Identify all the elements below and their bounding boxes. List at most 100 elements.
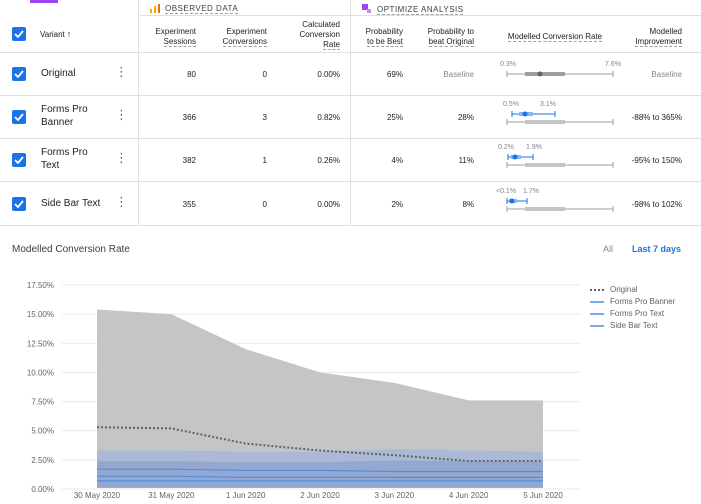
range-last7-button[interactable]: Last 7 days (632, 244, 682, 254)
bar-chart-icon (150, 4, 160, 13)
more-vert-icon[interactable]: ⋮ (115, 194, 128, 209)
check-icon (14, 113, 24, 121)
variant-name: Forms Pro Text (41, 147, 88, 171)
original-confidence-band (97, 309, 543, 487)
check-icon (14, 70, 24, 78)
prob-best-value: 2% (391, 200, 403, 209)
legend-item: Original (590, 285, 675, 294)
optimize-analysis-header: OPTIMIZE ANALYSIS (362, 4, 464, 14)
ci-high-label: 7.6% (605, 61, 621, 68)
check-icon (14, 156, 24, 164)
y-tick-label: 12.50% (27, 339, 54, 348)
row-divider (0, 225, 701, 226)
prob-beat-value: 28% (457, 113, 474, 122)
y-tick-label: 10.00% (27, 368, 54, 377)
row-checkbox[interactable] (12, 153, 26, 167)
optimize-icon (362, 4, 371, 13)
variant-sort-header[interactable]: Variant ↑ (40, 29, 72, 39)
row-checkbox[interactable] (12, 110, 26, 124)
ci-plot (506, 154, 614, 168)
conversions-value: 1 (262, 156, 267, 165)
ci-plot (506, 198, 614, 212)
check-icon (14, 200, 24, 208)
y-tick-label: 2.50% (31, 456, 54, 465)
column-divider (138, 0, 139, 226)
variant-name: Original (41, 68, 76, 79)
x-tick-label: 4 Jun 2020 (449, 491, 489, 500)
ci-high-label: 1.7% (523, 188, 539, 195)
ci-plot (506, 111, 614, 125)
variants-inner-band (97, 460, 543, 488)
y-tick-label: 7.50% (31, 398, 54, 407)
selection-indicator (30, 0, 58, 3)
row-divider (0, 181, 701, 182)
arrow-up-icon: ↑ (66, 29, 72, 39)
dotted-line-icon (590, 288, 604, 291)
y-tick-label: 5.00% (31, 427, 54, 436)
ci-low-label: 0.3% (500, 61, 516, 68)
x-tick-label: 30 May 2020 (74, 491, 121, 500)
more-vert-icon[interactable]: ⋮ (115, 150, 128, 165)
line-icon (590, 324, 604, 327)
table-row: Original ⋮ 80 0 0.00% 69% Baseline 0.3% … (0, 53, 701, 95)
legend-item: Forms Pro Text (590, 309, 675, 318)
col-modelled-rate[interactable]: Modelled Conversion Rate (507, 32, 603, 42)
y-tick-label: 17.50% (27, 281, 54, 290)
table-row: Forms Pro Banner ⋮ 366 3 0.82% 25% 28% 0.… (0, 96, 701, 138)
x-tick-label: 2 Jun 2020 (300, 491, 340, 500)
prob-best-value: 25% (386, 113, 403, 122)
col-prob-beat[interactable]: Probability to beat Original (427, 27, 474, 47)
row-divider (0, 95, 701, 96)
col-conversions[interactable]: Experiment Conversions (222, 27, 267, 47)
row-checkbox[interactable] (12, 67, 26, 81)
prob-beat-value: 8% (462, 200, 474, 209)
x-tick-label: 31 May 2020 (148, 491, 195, 500)
improvement-value: Baseline (651, 70, 682, 79)
table-row: Forms Pro Text ⋮ 382 1 0.26% 4% 11% 0.2% … (0, 139, 701, 181)
range-all-button[interactable]: All (603, 244, 614, 254)
y-tick-label: 0.00% (31, 485, 54, 494)
ci-low-label: 0.5% (503, 101, 519, 108)
observed-data-header: OBSERVED DATA (150, 4, 238, 13)
rate-value: 0.00% (317, 70, 340, 79)
variant-name: Side Bar Text (41, 198, 101, 209)
prob-beat-value: 11% (458, 156, 474, 165)
table-row: Side Bar Text ⋮ 355 0 0.00% 2% 8% <0.1% … (0, 182, 701, 225)
ci-low-label: <0.1% (496, 188, 517, 195)
more-vert-icon[interactable]: ⋮ (115, 107, 128, 122)
sessions-value: 382 (182, 156, 196, 165)
more-vert-icon[interactable]: ⋮ (115, 64, 128, 79)
modelled-rate-chart: 0.00% 2.50% 5.00% 7.50% 10.00% 12.50% 15.00% 17… (27, 281, 580, 500)
conversions-value: 3 (262, 113, 267, 122)
column-divider (350, 0, 351, 226)
line-icon (590, 300, 604, 303)
row-checkbox[interactable] (12, 197, 26, 211)
conversions-value: 0 (262, 200, 267, 209)
legend-item: Forms Pro Banner (590, 297, 675, 306)
ci-low-label: 0.2% (498, 144, 514, 151)
col-rate[interactable]: Calculated Conversion Rate (299, 20, 340, 50)
row-divider (0, 138, 701, 139)
rate-value: 0.00% (317, 200, 340, 209)
series-line (97, 468, 543, 473)
col-prob-best[interactable]: Probability to be Best (365, 27, 403, 47)
col-improvement[interactable]: Modelled Improvement (635, 27, 682, 47)
sessions-value: 355 (182, 200, 196, 209)
chart-legend: Original Forms Pro Banner Forms Pro Text… (590, 285, 675, 330)
series-line (97, 475, 543, 478)
sessions-value: 80 (187, 70, 196, 79)
rate-value: 0.26% (317, 156, 340, 165)
ci-plot (506, 71, 614, 77)
prob-beat-value: Baseline (443, 70, 474, 79)
improvement-value: -88% to 365% (631, 113, 682, 122)
ci-high-label: 3.1% (540, 101, 556, 108)
col-sessions[interactable]: Experiment Sessions (155, 27, 196, 47)
prob-best-value: 4% (391, 156, 403, 165)
x-tick-label: 3 Jun 2020 (375, 491, 415, 500)
select-all-checkbox[interactable] (12, 27, 26, 41)
rate-value: 0.82% (317, 113, 340, 122)
header-divider (140, 15, 701, 16)
improvement-value: -95% to 150% (631, 156, 682, 165)
sessions-value: 366 (182, 113, 196, 122)
chart-title: Modelled Conversion Rate (12, 244, 130, 255)
